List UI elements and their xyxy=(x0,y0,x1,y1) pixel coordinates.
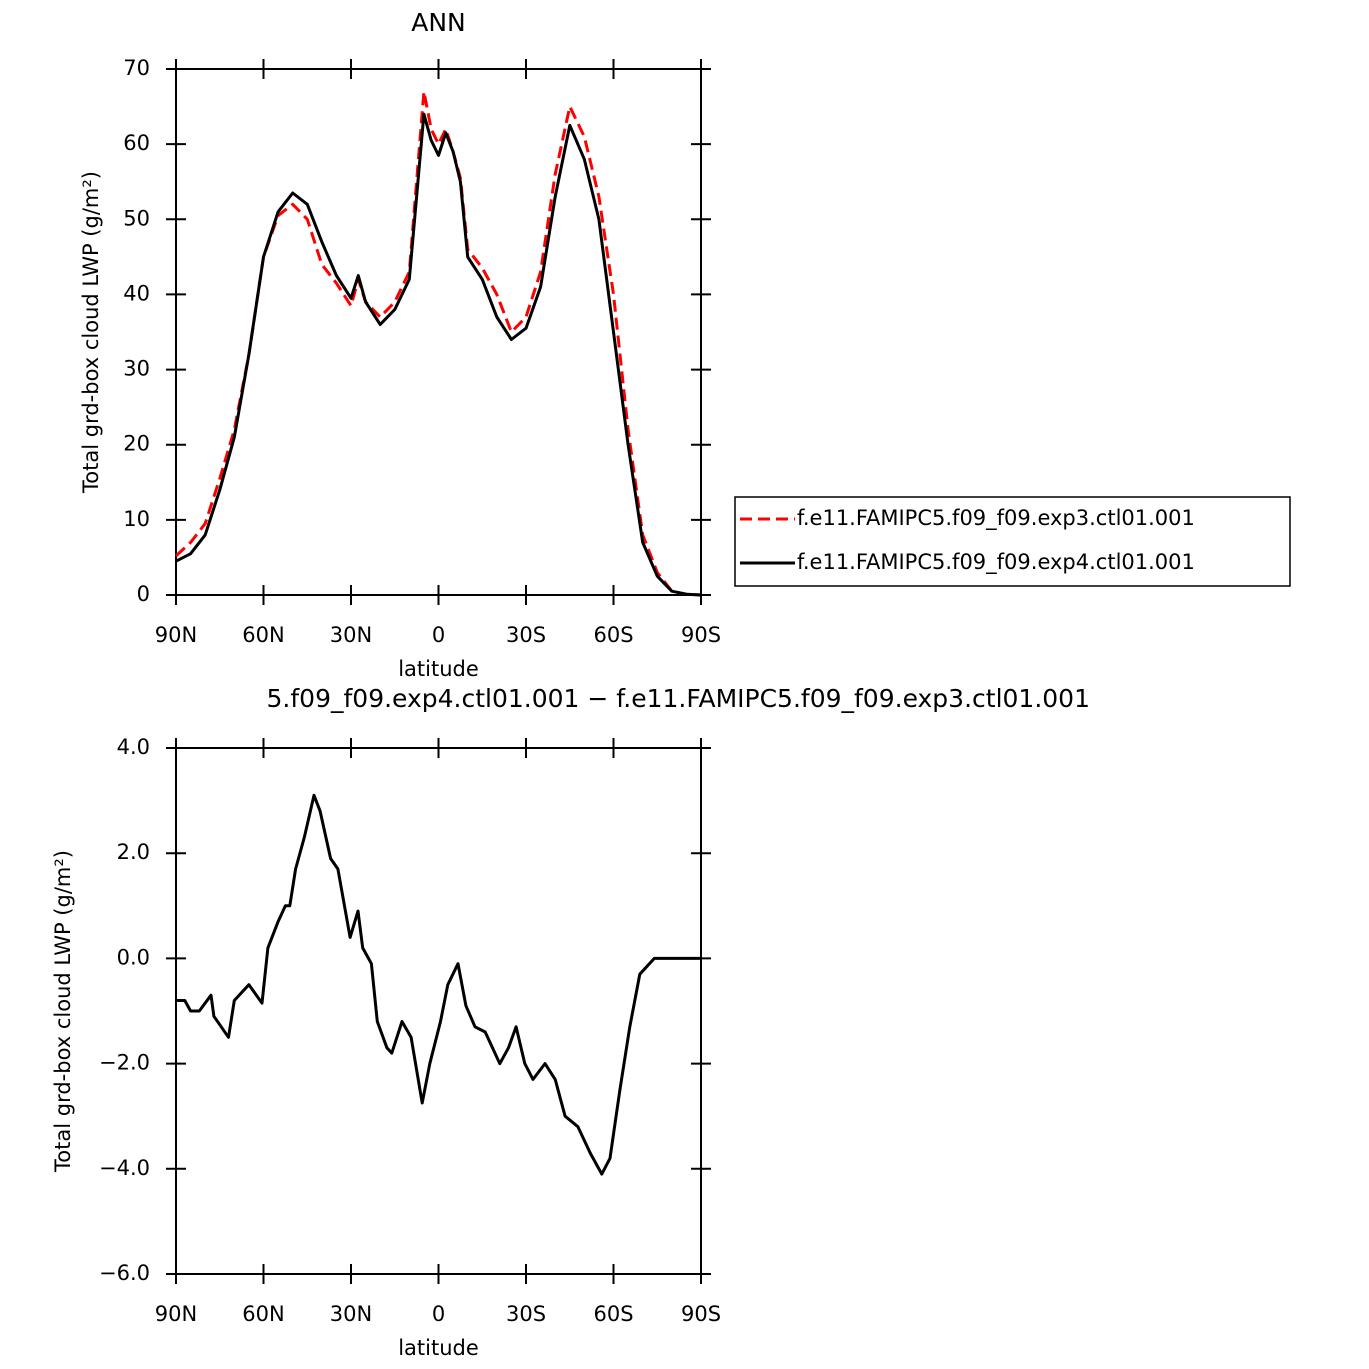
y-tick-label: 50 xyxy=(123,206,150,230)
x-tick-label: 60S xyxy=(593,1302,633,1326)
plot-frame xyxy=(175,68,702,596)
y-tick-label: 10 xyxy=(123,507,150,531)
x-tick-label: 30S xyxy=(506,1302,546,1326)
y-tick-label: 40 xyxy=(123,281,150,305)
plot-frame xyxy=(175,747,702,1275)
y-tick-label: 4.0 xyxy=(117,735,150,759)
y-tick-label: −2.0 xyxy=(99,1051,150,1075)
x-tick-label: 60N xyxy=(242,1302,284,1326)
y-tick-label: 0 xyxy=(137,582,150,606)
y-tick-label: 70 xyxy=(123,56,150,80)
series-line xyxy=(175,112,702,597)
x-axis-label: latitude xyxy=(398,657,479,681)
y-axis-label: Total grd-box cloud LWP (g/m²) xyxy=(79,171,103,494)
x-tick-label: 30N xyxy=(330,1302,372,1326)
y-tick-label: −6.0 xyxy=(99,1261,150,1285)
chart-title: 5.f09_f09.exp4.ctl01.001 − f.e11.FAMIPC5… xyxy=(267,684,1090,713)
x-tick-label: 30N xyxy=(330,623,372,647)
y-tick-label: 60 xyxy=(123,131,150,155)
x-tick-label: 90S xyxy=(681,1302,721,1326)
y-tick-label: 30 xyxy=(123,357,150,381)
y-tick-label: 2.0 xyxy=(117,840,150,864)
y-tick-label: 20 xyxy=(123,432,150,456)
x-tick-label: 0 xyxy=(432,623,445,647)
chart-title: ANN xyxy=(411,8,466,37)
y-tick-label: 0.0 xyxy=(117,945,150,969)
legend-box xyxy=(734,496,1291,587)
x-tick-label: 90N xyxy=(155,623,197,647)
x-tick-label: 60S xyxy=(593,623,633,647)
series-line xyxy=(176,793,701,1176)
y-tick-label: −4.0 xyxy=(99,1156,150,1180)
x-tick-label: 60N xyxy=(242,623,284,647)
x-tick-label: 90N xyxy=(155,1302,197,1326)
x-tick-label: 90S xyxy=(681,623,721,647)
x-tick-label: 30S xyxy=(506,623,546,647)
y-axis-label: Total grd-box cloud LWP (g/m²) xyxy=(51,850,75,1173)
series-line xyxy=(174,90,702,597)
legend-label: f.e11.FAMIPC5.f09_f09.exp4.ctl01.001 xyxy=(797,550,1195,575)
x-tick-label: 0 xyxy=(432,1302,445,1326)
x-axis-label: latitude xyxy=(398,1336,479,1360)
legend-label: f.e11.FAMIPC5.f09_f09.exp3.ctl01.001 xyxy=(797,506,1195,531)
legend: f.e11.FAMIPC5.f09_f09.exp3.ctl01.001 f.e1… xyxy=(734,496,1291,587)
